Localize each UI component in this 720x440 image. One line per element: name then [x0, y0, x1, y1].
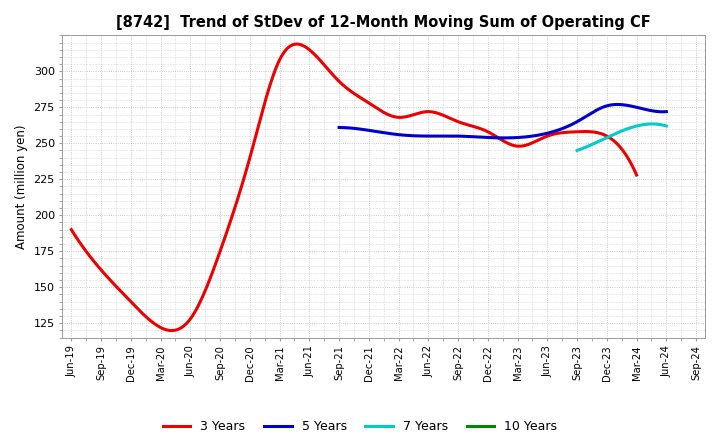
5 Years [536, 132, 545, 137]
5 Years [336, 125, 344, 130]
3 Years [408, 113, 416, 118]
7 Years [654, 122, 662, 127]
7 Years [648, 121, 657, 127]
3 Years [405, 113, 414, 118]
3 Years [632, 172, 641, 178]
5 Years [531, 133, 539, 138]
3 Years [583, 129, 592, 134]
3 Years [69, 230, 78, 235]
3 Years [167, 328, 176, 333]
5 Years [612, 102, 621, 107]
7 Years [573, 148, 582, 153]
7 Years [626, 125, 634, 131]
3 Years [67, 227, 76, 232]
7 Years [662, 123, 670, 128]
5 Years [662, 109, 670, 114]
5 Years [335, 125, 343, 130]
7 Years [648, 121, 657, 127]
Title: [8742]  Trend of StDev of 12-Month Moving Sum of Operating CF: [8742] Trend of StDev of 12-Month Moving… [117, 15, 651, 30]
5 Years [613, 102, 621, 107]
Line: 7 Years: 7 Years [577, 124, 666, 150]
Line: 3 Years: 3 Years [71, 44, 636, 330]
5 Years [530, 133, 539, 139]
3 Years [292, 41, 301, 47]
Line: 5 Years: 5 Years [339, 104, 666, 138]
7 Years [573, 148, 582, 153]
Y-axis label: Amount (million yen): Amount (million yen) [15, 124, 28, 249]
5 Years [634, 105, 642, 110]
3 Years [417, 110, 426, 115]
7 Years [626, 125, 634, 131]
7 Years [627, 125, 636, 130]
Legend: 3 Years, 5 Years, 7 Years, 10 Years: 3 Years, 5 Years, 7 Years, 10 Years [158, 414, 562, 437]
3 Years [547, 132, 556, 137]
5 Years [499, 135, 508, 140]
